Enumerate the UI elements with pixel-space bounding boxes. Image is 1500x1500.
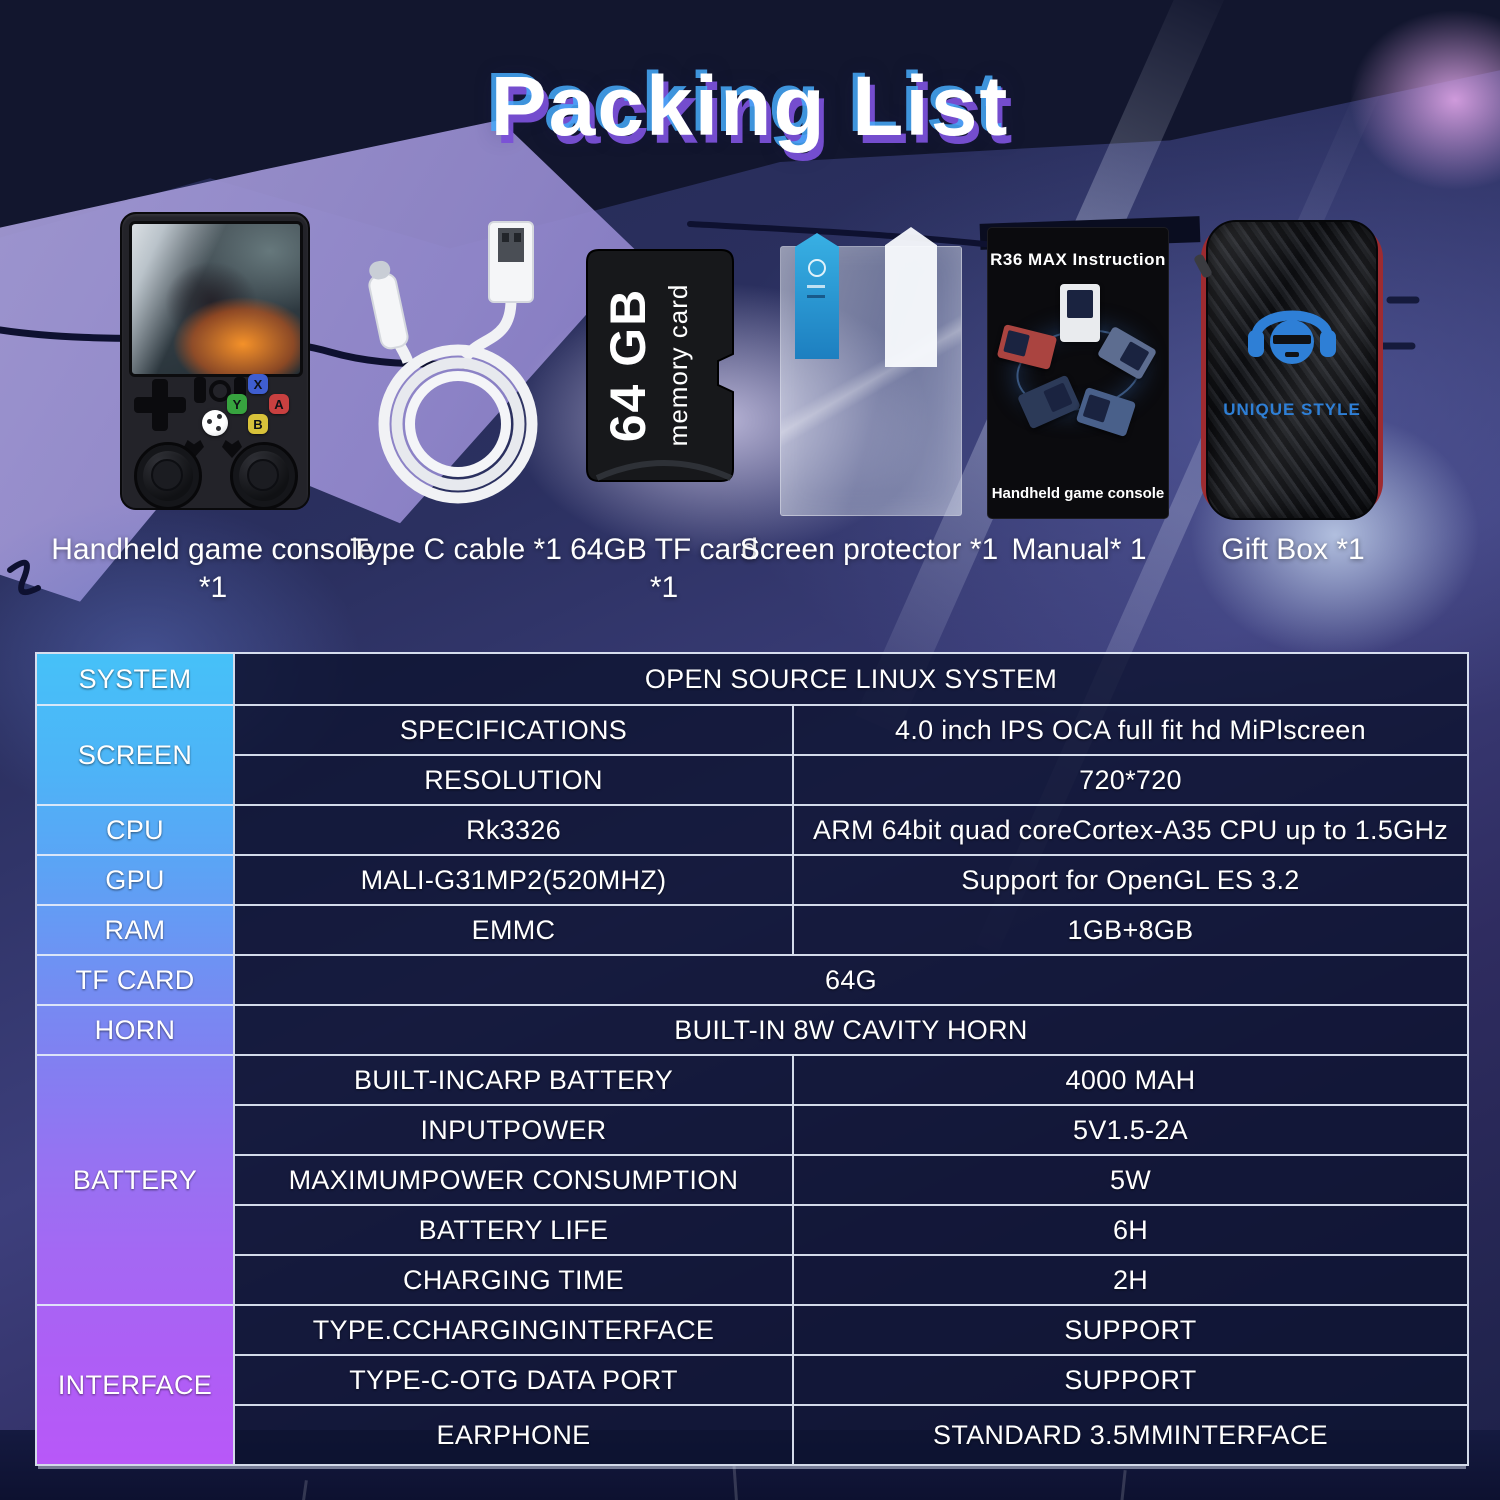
console-home-button — [202, 410, 228, 436]
item-label-line: Type C cable *1 — [350, 533, 562, 566]
button-x: X — [248, 374, 268, 394]
spec-value: SUPPORT — [792, 1354, 1467, 1404]
item-label-line: Gift Box *1 — [1221, 533, 1365, 566]
item-label-protector: Screen protector *1 — [738, 531, 1000, 569]
button-b-label: B — [253, 416, 263, 432]
row-header-battery: BATTERY — [37, 1054, 233, 1304]
spec-value: 720*720 — [792, 754, 1467, 804]
item-label-line: Handheld game console — [51, 533, 375, 566]
spec-value: 5W — [792, 1154, 1467, 1204]
console-screen-art — [129, 221, 303, 377]
item-label-cable: Type C cable *1 — [330, 531, 582, 569]
protector-white-tab — [885, 227, 937, 367]
item-label-line: Manual* 1 — [1011, 533, 1147, 566]
page-title: Packing List — [490, 59, 1010, 153]
spec-name: RESOLUTION — [233, 754, 792, 804]
protector-blue-tab — [795, 233, 839, 359]
item-qty-line: *1 — [198, 571, 228, 604]
button-y: Y — [227, 394, 247, 414]
tf-card-size-text: 64 GB — [600, 288, 656, 443]
row-header-tf-card: TF CARD — [37, 954, 233, 1004]
usb-a-connector — [488, 221, 534, 303]
spec-name: TYPE.CCHARGINGINTERFACE — [233, 1304, 792, 1354]
button-a-label: A — [274, 396, 284, 412]
row-header-screen: SCREEN — [37, 704, 233, 804]
spec-name: BATTERY LIFE — [233, 1204, 792, 1254]
spec-value-horn: BUILT-IN 8W CAVITY HORN — [233, 1004, 1467, 1054]
spec-name: EARPHONE — [233, 1404, 792, 1464]
spec-value: 5V1.5-2A — [792, 1104, 1467, 1154]
spec-name: SPECIFICATIONS — [233, 704, 792, 754]
right-joystick — [230, 442, 298, 510]
item-label-line: 64GB TF card — [570, 533, 758, 566]
manual-art-console — [1075, 386, 1137, 438]
type-c-cable-photo — [368, 221, 538, 504]
spec-name: INPUTPOWER — [233, 1104, 792, 1154]
item-label-gift-box: Gift Box *1 — [1198, 531, 1388, 569]
dpad — [134, 397, 186, 413]
tf-card-type-text: memory card — [663, 284, 693, 447]
item-label-tf-card: 64GB TF card *1 — [556, 531, 772, 607]
spec-value: 6H — [792, 1204, 1467, 1254]
item-qty-line: *1 — [649, 571, 679, 604]
console-speaker — [194, 377, 206, 403]
button-b: B — [248, 414, 268, 434]
spec-value: ARM 64bit quad coreCortex-A35 CPU up to … — [792, 804, 1467, 854]
manual-caption: Handheld game console — [991, 485, 1165, 502]
spec-value-system: OPEN SOURCE LINUX SYSTEM — [233, 654, 1467, 704]
manual-art-console — [996, 323, 1058, 371]
spec-value: 2H — [792, 1254, 1467, 1304]
spec-value: Support for OpenGL ES 3.2 — [792, 854, 1467, 904]
bg-shape — [1350, 10, 1500, 190]
spec-value: SUPPORT — [792, 1304, 1467, 1354]
row-header-horn: HORN — [37, 1004, 233, 1054]
spec-name: MAXIMUMPOWER CONSUMPTION — [233, 1154, 792, 1204]
usb-c-connector — [368, 260, 409, 350]
item-label-manual: Manual* 1 — [988, 531, 1170, 569]
handheld-console-photo: X Y A B — [120, 212, 310, 510]
spec-value: 4.0 inch IPS OCA full fit hd MiPlscreen — [792, 704, 1467, 754]
gift-box-case: UNIQUE STYLE — [1206, 220, 1378, 520]
spec-name: MALI-G31MP2(520MHZ) — [233, 854, 792, 904]
button-y-label: Y — [232, 396, 242, 412]
manual-cover-art — [996, 284, 1158, 470]
spec-value-tf-card: 64G — [233, 954, 1467, 1004]
row-header-gpu: GPU — [37, 854, 233, 904]
row-header-cpu: CPU — [37, 804, 233, 854]
spec-table: SYSTEM SCREEN CPU GPU RAM TF CARD HORN B… — [35, 652, 1469, 1466]
left-joystick — [134, 442, 202, 510]
row-header-interface: INTERFACE — [37, 1304, 233, 1464]
spec-name: TYPE-C-OTG DATA PORT — [233, 1354, 792, 1404]
gift-box-brand-text: UNIQUE STYLE — [1223, 400, 1361, 419]
screen-protector-photo — [780, 227, 962, 516]
button-x-label: X — [253, 376, 263, 392]
item-label-console: Handheld game console *1 — [35, 531, 391, 607]
spec-header-column — [37, 654, 233, 1464]
console-center-ring — [209, 380, 231, 402]
spec-name: BUILT-INCARP BATTERY — [233, 1054, 792, 1104]
manual-art-console — [1060, 284, 1100, 342]
button-a: A — [269, 394, 289, 414]
spec-name: Rk3326 — [233, 804, 792, 854]
tf-card-photo: 64 GB memory card — [586, 249, 734, 482]
row-header-ram: RAM — [37, 904, 233, 954]
item-label-line: Screen protector *1 — [739, 533, 999, 566]
spec-value: 4000 MAH — [792, 1054, 1467, 1104]
spec-value: STANDARD 3.5MMINTERFACE — [792, 1404, 1467, 1464]
spec-value: 1GB+8GB — [792, 904, 1467, 954]
row-header-system: SYSTEM — [78, 663, 192, 694]
gift-box-logo — [1248, 310, 1336, 364]
manual-title: R36 MAX Instruction — [990, 250, 1166, 269]
spec-name: CHARGING TIME — [233, 1254, 792, 1304]
manual-photo: R36 MAX Instruction Handheld game consol… — [988, 228, 1168, 518]
spec-name: EMMC — [233, 904, 792, 954]
gift-box-photo: UNIQUE STYLE — [1192, 220, 1383, 520]
